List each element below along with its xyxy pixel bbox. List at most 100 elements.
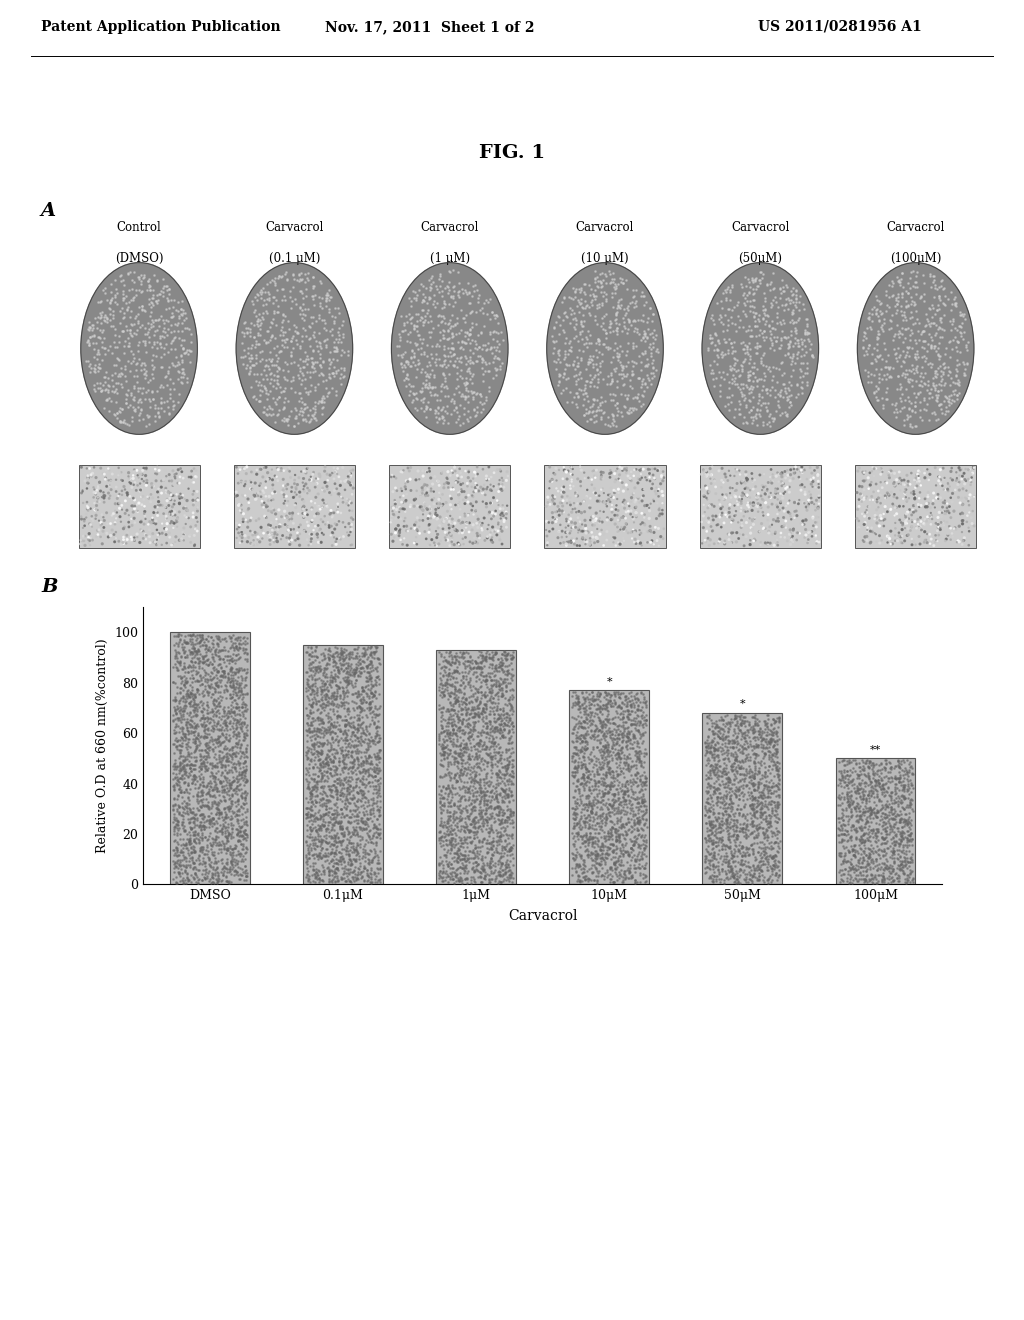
Point — [943, 300, 959, 321]
Point — [130, 469, 146, 490]
Point — [158, 321, 174, 342]
Point — [188, 791, 205, 812]
Point — [857, 822, 873, 843]
Point — [732, 734, 749, 755]
Point — [359, 808, 376, 829]
Point — [867, 358, 884, 379]
Point — [767, 330, 783, 351]
Point — [230, 495, 247, 516]
Point — [707, 865, 723, 886]
Point — [150, 289, 166, 310]
Point — [695, 459, 712, 480]
Point — [607, 513, 624, 535]
Point — [776, 515, 793, 536]
Point — [339, 828, 355, 849]
Point — [627, 310, 643, 331]
Point — [314, 804, 331, 825]
Point — [574, 528, 591, 549]
Point — [451, 696, 467, 717]
Point — [307, 727, 324, 748]
Point — [912, 495, 929, 516]
Point — [486, 348, 503, 370]
Point — [182, 871, 199, 892]
Point — [719, 812, 735, 833]
Point — [721, 804, 737, 825]
Point — [110, 488, 126, 510]
Point — [891, 752, 907, 774]
Point — [870, 853, 887, 874]
Point — [770, 832, 786, 853]
Point — [840, 795, 856, 816]
Point — [740, 370, 757, 391]
Point — [743, 793, 760, 814]
Point — [628, 758, 644, 779]
Point — [854, 770, 870, 791]
Point — [206, 850, 222, 871]
Point — [873, 775, 890, 796]
Point — [489, 719, 506, 741]
Point — [183, 772, 200, 793]
Point — [326, 310, 342, 331]
Point — [463, 771, 479, 792]
Point — [336, 756, 352, 777]
Point — [472, 321, 488, 342]
Point — [724, 774, 740, 795]
Point — [846, 774, 862, 795]
Point — [430, 335, 446, 356]
Point — [176, 673, 193, 694]
Point — [882, 752, 898, 774]
Point — [839, 764, 855, 785]
Point — [170, 360, 186, 381]
Point — [868, 770, 885, 791]
Point — [493, 677, 509, 698]
Point — [276, 507, 293, 528]
Point — [296, 461, 312, 482]
Point — [930, 343, 946, 364]
Point — [402, 494, 419, 515]
Point — [210, 628, 226, 649]
Point — [468, 785, 484, 807]
Point — [450, 533, 466, 554]
Point — [590, 865, 606, 886]
Point — [349, 739, 366, 760]
Point — [577, 378, 593, 399]
Point — [600, 700, 616, 721]
Point — [124, 477, 140, 498]
Point — [571, 281, 588, 302]
Point — [750, 833, 766, 854]
Point — [343, 836, 359, 857]
Point — [362, 758, 379, 779]
Point — [782, 325, 799, 346]
Point — [908, 309, 925, 330]
Point — [437, 742, 454, 763]
Point — [436, 747, 453, 768]
Point — [115, 308, 131, 329]
Point — [726, 783, 742, 804]
Point — [473, 659, 489, 680]
Point — [899, 491, 915, 512]
Point — [489, 742, 506, 763]
Point — [752, 843, 768, 865]
Point — [128, 479, 144, 500]
Point — [765, 821, 781, 842]
Point — [95, 375, 112, 396]
Point — [880, 810, 896, 832]
Point — [98, 312, 115, 333]
Point — [585, 807, 601, 828]
Point — [605, 339, 622, 360]
Point — [605, 873, 622, 894]
Point — [295, 467, 311, 488]
Point — [592, 845, 608, 866]
Point — [650, 479, 667, 500]
Point — [257, 378, 273, 399]
Point — [500, 787, 516, 808]
Point — [330, 734, 346, 755]
Point — [768, 466, 784, 487]
Point — [734, 813, 751, 834]
Point — [333, 692, 349, 713]
Point — [886, 840, 902, 861]
Point — [431, 677, 447, 698]
Point — [571, 788, 588, 809]
Point — [475, 853, 492, 874]
Point — [777, 467, 794, 488]
